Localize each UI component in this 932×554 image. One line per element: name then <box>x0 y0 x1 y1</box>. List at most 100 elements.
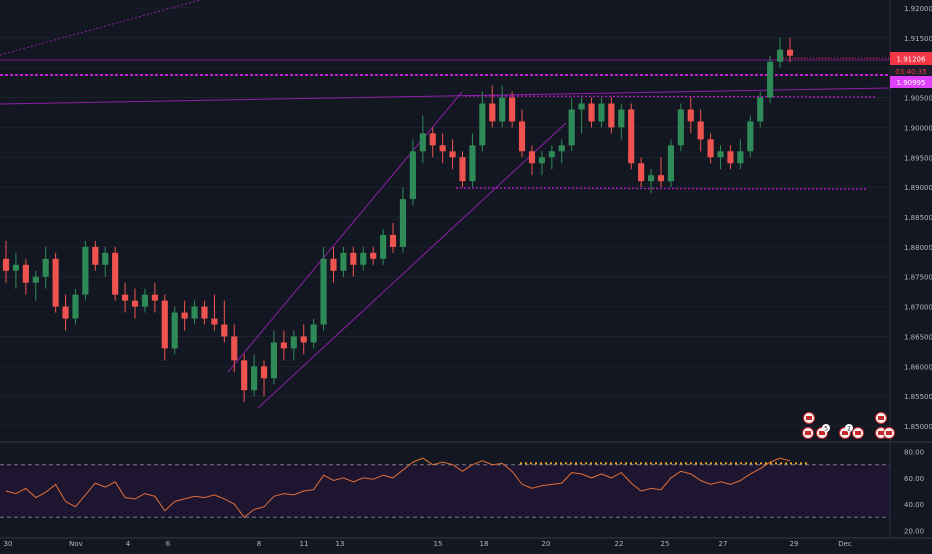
candle-body <box>370 252 377 259</box>
candle <box>72 288 79 325</box>
candle-body <box>122 294 129 301</box>
candle <box>82 240 89 301</box>
candle <box>747 115 754 158</box>
event-count-badge[interactable] <box>845 424 853 432</box>
grid <box>0 7 890 427</box>
candle <box>757 91 764 128</box>
candle-body <box>509 97 516 122</box>
candle-body <box>667 145 674 182</box>
candle-body <box>389 234 397 247</box>
rsi-tick-label: 20.00 <box>904 527 924 535</box>
event-count-label: 2 <box>847 426 851 433</box>
candle <box>409 139 416 206</box>
candle-body <box>727 151 734 164</box>
rsi-pane <box>0 457 890 519</box>
candle <box>171 306 178 355</box>
candle <box>231 324 238 373</box>
candle <box>389 222 397 253</box>
flag-icon[interactable] <box>852 427 864 439</box>
candle-body <box>191 306 198 319</box>
candle <box>300 324 307 355</box>
candle <box>439 133 446 164</box>
candle-body <box>251 366 258 391</box>
candle <box>221 300 228 343</box>
flag-icon[interactable] <box>803 412 815 424</box>
candle-body <box>310 324 317 343</box>
candle <box>141 288 149 313</box>
candle <box>191 300 198 325</box>
trendline-resistance[interactable] <box>0 87 891 105</box>
flag-icon[interactable] <box>802 427 814 439</box>
candle <box>370 246 377 265</box>
candle <box>568 97 575 152</box>
flag-icon-fill <box>886 431 892 435</box>
candle-body <box>201 306 208 319</box>
event-count-label: 5 <box>824 426 828 433</box>
channel-lower-line[interactable] <box>257 122 567 409</box>
candle <box>32 270 39 301</box>
candle-body <box>42 258 49 277</box>
trendline-upper-dotted[interactable] <box>0 0 201 56</box>
candle <box>62 294 69 331</box>
candle-body <box>52 258 59 307</box>
time-tick-label: 6 <box>166 540 171 548</box>
candle-body <box>112 252 119 295</box>
price-tick-label: 1.90000 <box>904 124 932 132</box>
candle-body <box>409 151 416 200</box>
candle <box>687 97 694 134</box>
candle-body <box>767 61 774 98</box>
price-tick-label: 1.86000 <box>904 363 932 371</box>
price-tick-label: 1.89500 <box>904 154 932 162</box>
candle-body <box>459 157 466 182</box>
time-tick-label: 18 <box>480 540 489 548</box>
event-count-badge[interactable] <box>822 424 830 432</box>
countdown-label: 03:40:35 <box>895 68 926 76</box>
rsi-line <box>5 457 791 519</box>
price-tick-label: 1.85500 <box>904 393 932 401</box>
price-tick-label: 1.86500 <box>904 333 932 341</box>
time-tick-label: 22 <box>615 540 624 548</box>
rsi-tick-label: 60.00 <box>904 475 924 483</box>
candle-body <box>2 258 10 271</box>
candle-body <box>538 157 545 164</box>
rsi-band <box>0 464 890 518</box>
time-tick-label: 8 <box>257 540 261 548</box>
candle-body <box>92 246 99 265</box>
candle <box>459 151 466 188</box>
candle <box>380 228 387 265</box>
candlestick-series <box>2 37 794 403</box>
range-bottom-dotted[interactable] <box>455 187 867 190</box>
candle-body <box>449 151 456 158</box>
candle-body <box>776 49 784 62</box>
candle-body <box>12 264 20 271</box>
candle <box>628 103 635 170</box>
candle <box>647 169 655 194</box>
candle <box>588 97 595 128</box>
candle <box>52 252 59 313</box>
flag-icon[interactable] <box>875 412 887 424</box>
candle-body <box>657 175 665 182</box>
flag-icon-fill <box>805 431 811 435</box>
range-top-dotted[interactable] <box>464 95 876 98</box>
time-tick-label: 11 <box>300 540 309 548</box>
flag-icon[interactable] <box>883 427 895 439</box>
candle <box>469 133 476 188</box>
candle-body <box>638 163 645 182</box>
candle <box>2 240 10 283</box>
candle <box>12 252 20 289</box>
candle-body <box>161 300 168 349</box>
candle-body <box>429 133 436 146</box>
candle-body <box>330 258 337 271</box>
candle-body <box>260 366 268 379</box>
candle <box>161 294 168 361</box>
candle-body <box>419 133 426 152</box>
price-tick-label: 1.91500 <box>904 35 932 43</box>
time-tick-label: 20 <box>542 540 551 548</box>
candle <box>251 354 258 397</box>
candle <box>509 91 516 128</box>
candle-body <box>628 109 635 164</box>
candle <box>260 360 268 397</box>
candle <box>578 97 585 134</box>
